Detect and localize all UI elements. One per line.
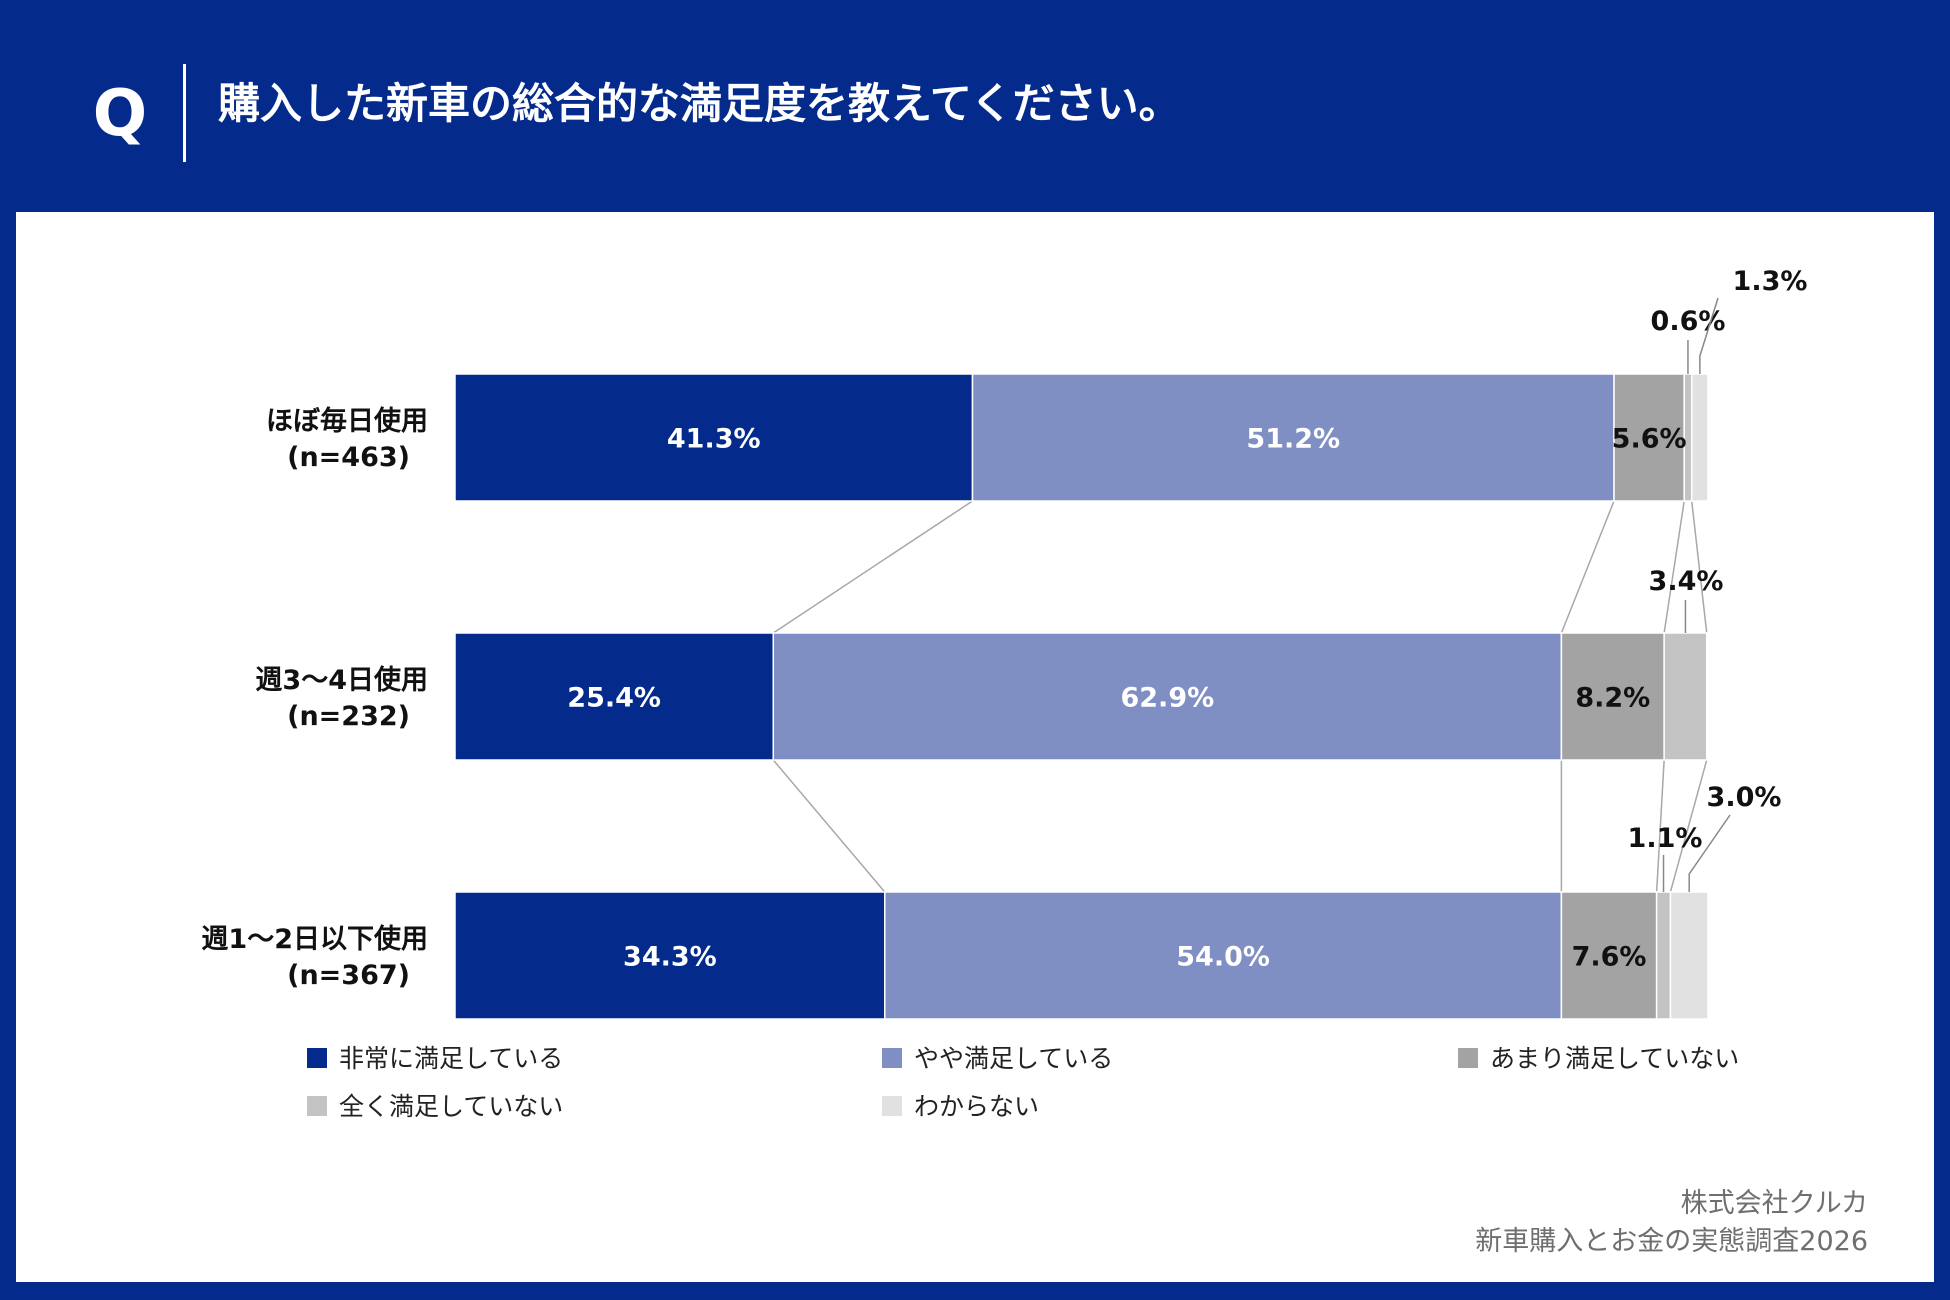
connector-line [1690, 500, 1708, 634]
header: Q 購入した新車の総合的な満足度を教えてください。 [0, 0, 1950, 210]
callout-leader-line [1699, 297, 1719, 374]
bar-segment [454, 373, 974, 502]
bar-segment [1560, 632, 1665, 761]
legend-swatch [307, 1096, 327, 1116]
bar-segment [971, 373, 1615, 502]
source-survey: 新車購入とお金の実態調査2026 [1475, 1226, 1868, 1257]
source-company: 株式会社クルカ [1681, 1188, 1868, 1219]
bar-segment [1669, 891, 1709, 1020]
bars [454, 373, 1709, 1020]
bar-value-label: 25.4% [567, 683, 661, 714]
bar-value-label: 51.2% [1246, 424, 1340, 455]
bar-segment [454, 891, 886, 1020]
bar-segment [1560, 891, 1658, 1020]
bar-value-label: 62.9% [1120, 683, 1214, 714]
legend-label: あまり満足していない [1490, 1044, 1739, 1073]
bar-value-label: 5.6% [1612, 424, 1687, 455]
category-labels: ほぼ毎日使用 (n=463) 週3〜4日使用 (n=232) 週1〜2日以下使用 (n=3… [201, 406, 428, 991]
bar-segment [1655, 891, 1672, 1020]
header-divider [183, 64, 186, 162]
q-mark: Q [92, 77, 148, 151]
category-sample-size: (n=367) [287, 960, 410, 991]
bar-segment [772, 632, 1563, 761]
legend-label: やや満足している [914, 1044, 1113, 1073]
callout-value-label: 3.0% [1707, 782, 1782, 813]
legend-label: 非常に満足している [339, 1044, 563, 1073]
category-label: 週3〜4日使用 [255, 665, 428, 696]
question-title: 購入した新車の総合的な満足度を教えてください。 [218, 79, 1181, 128]
bar-value-label: 54.0% [1176, 942, 1270, 973]
callout-value-label: 1.1% [1628, 823, 1703, 854]
category-sample-size: (n=463) [287, 442, 410, 473]
legend-swatch [882, 1096, 902, 1116]
bar-segment [1663, 632, 1708, 761]
callout-labels: 0.6%1.3% 3.4% 1.1%3.0% [1628, 266, 1808, 892]
bar-segment [1690, 373, 1709, 502]
callout-value-label: 0.6% [1651, 306, 1726, 337]
bar-value-label: 34.3% [623, 942, 717, 973]
category-sample-size: (n=232) [287, 701, 410, 732]
connector-line [1663, 500, 1685, 634]
segment-labels: 41.3% 51.2% 5.6% 25.4% 62.9% 8.2% 34.3% 54.0% 7.… [567, 424, 1686, 973]
callout-value-label: 3.4% [1649, 566, 1724, 597]
legend-label: わからない [914, 1092, 1039, 1121]
category-label: 週1〜2日以下使用 [201, 924, 428, 955]
callout-leader-line [1688, 814, 1731, 892]
connector-lines [772, 500, 1708, 893]
connector-line [772, 759, 886, 893]
bar-segment [454, 632, 775, 761]
connector-line [772, 500, 973, 634]
connector-line [1655, 759, 1665, 893]
callout-value-label: 1.3% [1733, 266, 1808, 297]
bar-value-label: 7.6% [1572, 942, 1647, 973]
legend-label: 全く満足していない [339, 1092, 563, 1121]
bar-value-label: 41.3% [667, 424, 761, 455]
legend-swatch [1458, 1048, 1478, 1068]
connector-line [1669, 759, 1708, 893]
bar-value-label: 8.2% [1575, 683, 1650, 714]
bar-segment [1613, 373, 1685, 502]
connector-line [1560, 500, 1615, 634]
legend-swatch [882, 1048, 902, 1068]
legend-swatch [307, 1048, 327, 1068]
category-label: ほぼ毎日使用 [266, 406, 428, 437]
